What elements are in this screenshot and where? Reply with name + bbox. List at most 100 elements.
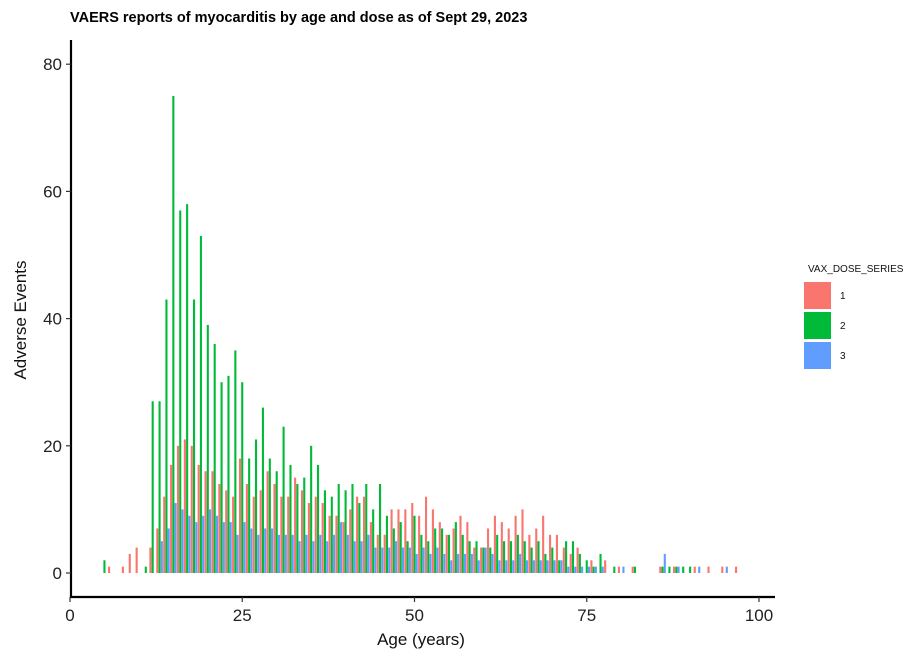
bar-dose-1-age-62: [493, 515, 496, 573]
bar-dose-2-age-70: [551, 547, 554, 573]
bar-dose-1-age-50: [411, 503, 414, 573]
bar-dose-2-age-60: [482, 547, 485, 573]
bar-dose-3-age-66: [525, 560, 529, 573]
bar-dose-1-age-66: [521, 509, 524, 573]
bar-dose-1-age-51: [418, 515, 421, 573]
bar-dose-1-age-35: [307, 503, 310, 573]
bar-dose-3-age-44: [374, 547, 377, 573]
bar-dose-2-age-52: [427, 541, 430, 573]
bar-dose-1-age-9: [128, 553, 131, 573]
bar-dose-2-age-75: [585, 560, 588, 573]
bar-dose-1-age-71: [555, 534, 558, 573]
bar-dose-3-age-27: [257, 534, 260, 573]
bar-dose-1-age-46: [383, 534, 386, 573]
bar-dose-2-age-37: [323, 490, 326, 573]
bar-dose-1-age-19: [197, 464, 200, 573]
bar-dose-1-age-61: [486, 528, 490, 573]
bar-dose-1-age-68: [535, 528, 538, 573]
bar-dose-3-age-30: [277, 534, 280, 573]
bar-dose-2-age-16: [179, 210, 182, 574]
bar-dose-3-age-55: [450, 560, 453, 573]
bar-dose-1-age-6: [108, 566, 111, 573]
legend-key-1: [804, 282, 831, 309]
legend-label-3: 3: [840, 351, 846, 362]
bar-dose-1-age-20: [204, 471, 207, 573]
bar-dose-1-age-32: [287, 496, 290, 573]
bar-dose-2-age-88: [675, 566, 678, 573]
bar-dose-1-age-53: [431, 509, 434, 573]
bar-dose-1-age-95: [721, 566, 724, 573]
bar-dose-1-age-47: [390, 509, 393, 573]
bar-dose-1-age-31: [280, 496, 283, 573]
legend-key-3: [804, 342, 831, 369]
bar-dose-3-age-42: [360, 541, 363, 573]
bar-dose-1-age-82: [631, 566, 634, 573]
bar-dose-3-age-80: [622, 566, 625, 573]
bars-layer: [103, 96, 738, 574]
bar-dose-2-age-23: [227, 375, 230, 573]
bar-dose-2-age-74: [578, 553, 581, 573]
bar-dose-2-age-32: [289, 464, 292, 573]
bar-dose-1-age-27: [252, 496, 255, 573]
bar-dose-3-age-76: [594, 566, 597, 573]
bar-dose-2-age-18: [192, 299, 196, 573]
bar-dose-2-age-79: [613, 566, 616, 573]
bar-dose-1-age-64: [507, 528, 510, 573]
bar-dose-3-age-77: [601, 566, 604, 573]
bar-dose-1-age-45: [376, 534, 379, 573]
bar-dose-1-age-25: [238, 458, 242, 573]
bar-dose-2-age-27: [254, 439, 258, 573]
bar-dose-3-age-91: [698, 566, 701, 573]
y-axis-title: Adverse Events: [11, 260, 30, 379]
bar-dose-3-age-58: [470, 553, 473, 573]
bar-dose-2-age-26: [248, 458, 251, 573]
bar-dose-1-age-13: [156, 528, 159, 573]
bar-dose-2-age-86: [661, 566, 664, 573]
bar-dose-2-age-77: [599, 553, 602, 573]
x-tick-label-0: 0: [65, 606, 74, 625]
bar-dose-2-age-14: [165, 299, 168, 573]
bar-dose-3-age-39: [339, 522, 343, 573]
bar-dose-3-age-19: [202, 515, 205, 573]
bar-dose-2-age-43: [365, 483, 368, 573]
bar-dose-3-age-65: [519, 553, 522, 573]
bar-dose-1-age-30: [273, 483, 276, 573]
bar-dose-3-age-54: [443, 553, 446, 573]
bar-dose-2-age-65: [516, 534, 519, 573]
y-axis-ticks: 0 20 40 60 80: [43, 55, 71, 583]
bar-dose-3-age-60: [484, 547, 487, 573]
bar-dose-2-age-17: [186, 204, 189, 573]
bar-dose-3-age-15: [174, 503, 177, 573]
bar-dose-2-age-34: [303, 477, 306, 573]
bar-dose-3-age-72: [567, 566, 570, 573]
bar-dose-2-age-11: [144, 566, 147, 573]
bar-dose-2-age-35: [310, 445, 313, 573]
bar-dose-1-age-43: [362, 496, 366, 573]
bar-dose-3-age-37: [326, 541, 329, 573]
bar-dose-1-age-97: [735, 566, 738, 573]
bar-dose-3-age-40: [346, 534, 349, 573]
bar-dose-2-age-38: [330, 496, 333, 573]
bar-dose-3-age-31: [284, 534, 287, 573]
bar-dose-3-age-20: [209, 509, 212, 573]
legend-label-1: 1: [840, 291, 846, 302]
bar-dose-2-age-15: [172, 96, 175, 573]
bar-dose-2-age-53: [434, 528, 437, 573]
bar-dose-2-age-51: [420, 534, 423, 573]
x-tick-label-75: 75: [577, 606, 596, 625]
bar-dose-3-age-50: [415, 553, 418, 573]
bar-dose-3-age-17: [188, 515, 191, 573]
bar-dose-3-age-32: [291, 534, 294, 573]
bar-dose-2-age-21: [213, 344, 216, 573]
bar-dose-1-age-67: [528, 534, 531, 573]
bar-dose-3-age-52: [429, 553, 432, 573]
legend: VAX_DOSE_SERIES 1 2 3: [804, 264, 904, 369]
y-tick-label-20: 20: [43, 437, 62, 456]
y-tick-label-60: 60: [43, 182, 62, 201]
bar-dose-1-age-10: [135, 547, 138, 573]
bar-dose-3-age-24: [236, 534, 239, 573]
bar-dose-1-age-29: [266, 471, 269, 573]
bar-dose-3-age-61: [491, 553, 494, 573]
bar-dose-3-age-73: [574, 566, 577, 573]
